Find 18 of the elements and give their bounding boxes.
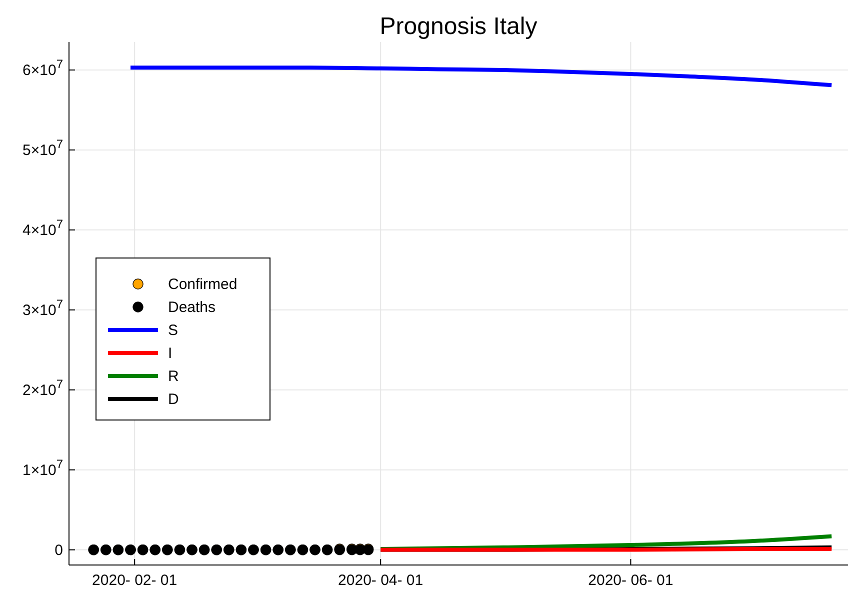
legend-label: Deaths	[168, 299, 216, 316]
chart-title: Prognosis Italy	[380, 13, 538, 40]
x-tick-label: 2020- 04- 01	[338, 572, 424, 589]
legend-label: D	[168, 391, 179, 408]
line-series	[128, 66, 834, 88]
x-tick-label: 2020- 02- 01	[92, 572, 178, 589]
y-tick-label: 4×10$^{7}$	[22, 216, 64, 239]
y-tick-label: 1×10$^{7}$	[22, 456, 64, 479]
y-tick-label: 6×10$^{7}$	[22, 56, 64, 79]
legend-label: S	[168, 322, 178, 339]
legend-label: Confirmed	[168, 276, 238, 293]
y-tick-label: 3×10$^{7}$	[22, 296, 64, 319]
y-tick-label: 2×10$^{7}$	[22, 376, 64, 399]
y-tick-label: 0	[54, 542, 63, 559]
y-tick-label: 5×10$^{7}$	[22, 136, 64, 159]
legend-label: I	[168, 345, 172, 362]
legend-label: R	[168, 368, 179, 385]
x-tick-label: 2020- 06- 01	[588, 572, 674, 589]
